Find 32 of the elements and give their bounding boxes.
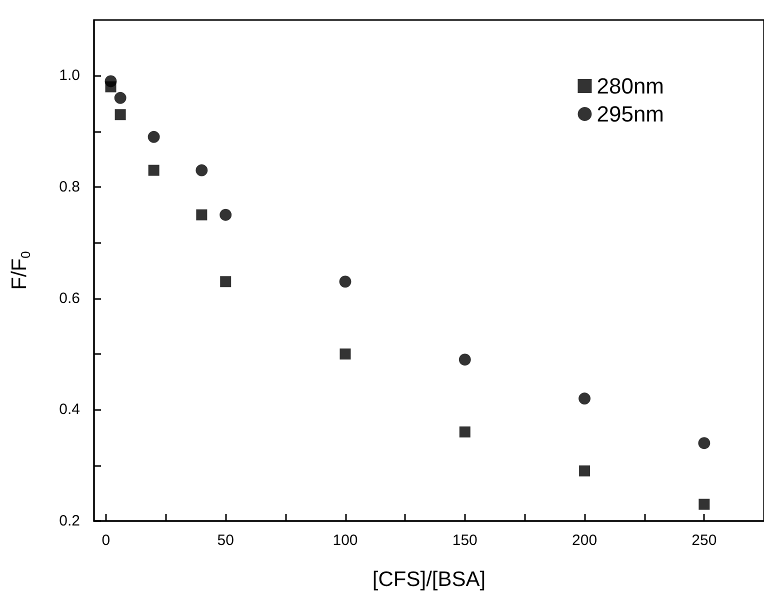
legend-label: 280nm (596, 74, 664, 98)
y-tick-label: 0.8 (59, 178, 80, 196)
y-tick-label: 1.0 (59, 67, 80, 84)
point (458, 354, 471, 366)
x-tick-label: 150 (452, 532, 478, 549)
point (114, 92, 126, 104)
point (148, 164, 160, 176)
point (698, 498, 710, 510)
x-tick-label: 0 (102, 532, 110, 549)
point (698, 437, 710, 450)
point (340, 348, 351, 360)
x-tick-label: 250 (692, 532, 717, 549)
y-tick-label: 0.6 (59, 290, 80, 307)
point (220, 276, 232, 288)
point (578, 392, 591, 405)
point (339, 276, 352, 288)
point (579, 465, 590, 476)
y-tick-label: 0.4 (59, 401, 80, 418)
y-axis-title: F/F0 (8, 251, 33, 290)
point (104, 75, 117, 88)
x-tick-label: 50 (217, 532, 234, 549)
legend-label: 295nm (596, 102, 664, 126)
x-tick-label: 100 (332, 532, 358, 549)
point (114, 109, 126, 120)
point (220, 208, 232, 221)
x-tick-label: 200 (572, 532, 598, 549)
point (148, 130, 160, 143)
y-tick-label: 0.2 (59, 512, 80, 530)
x-axis-title: [CFS]/[BSA] (372, 568, 486, 591)
point (196, 164, 208, 176)
point (459, 426, 470, 438)
point (196, 209, 208, 220)
